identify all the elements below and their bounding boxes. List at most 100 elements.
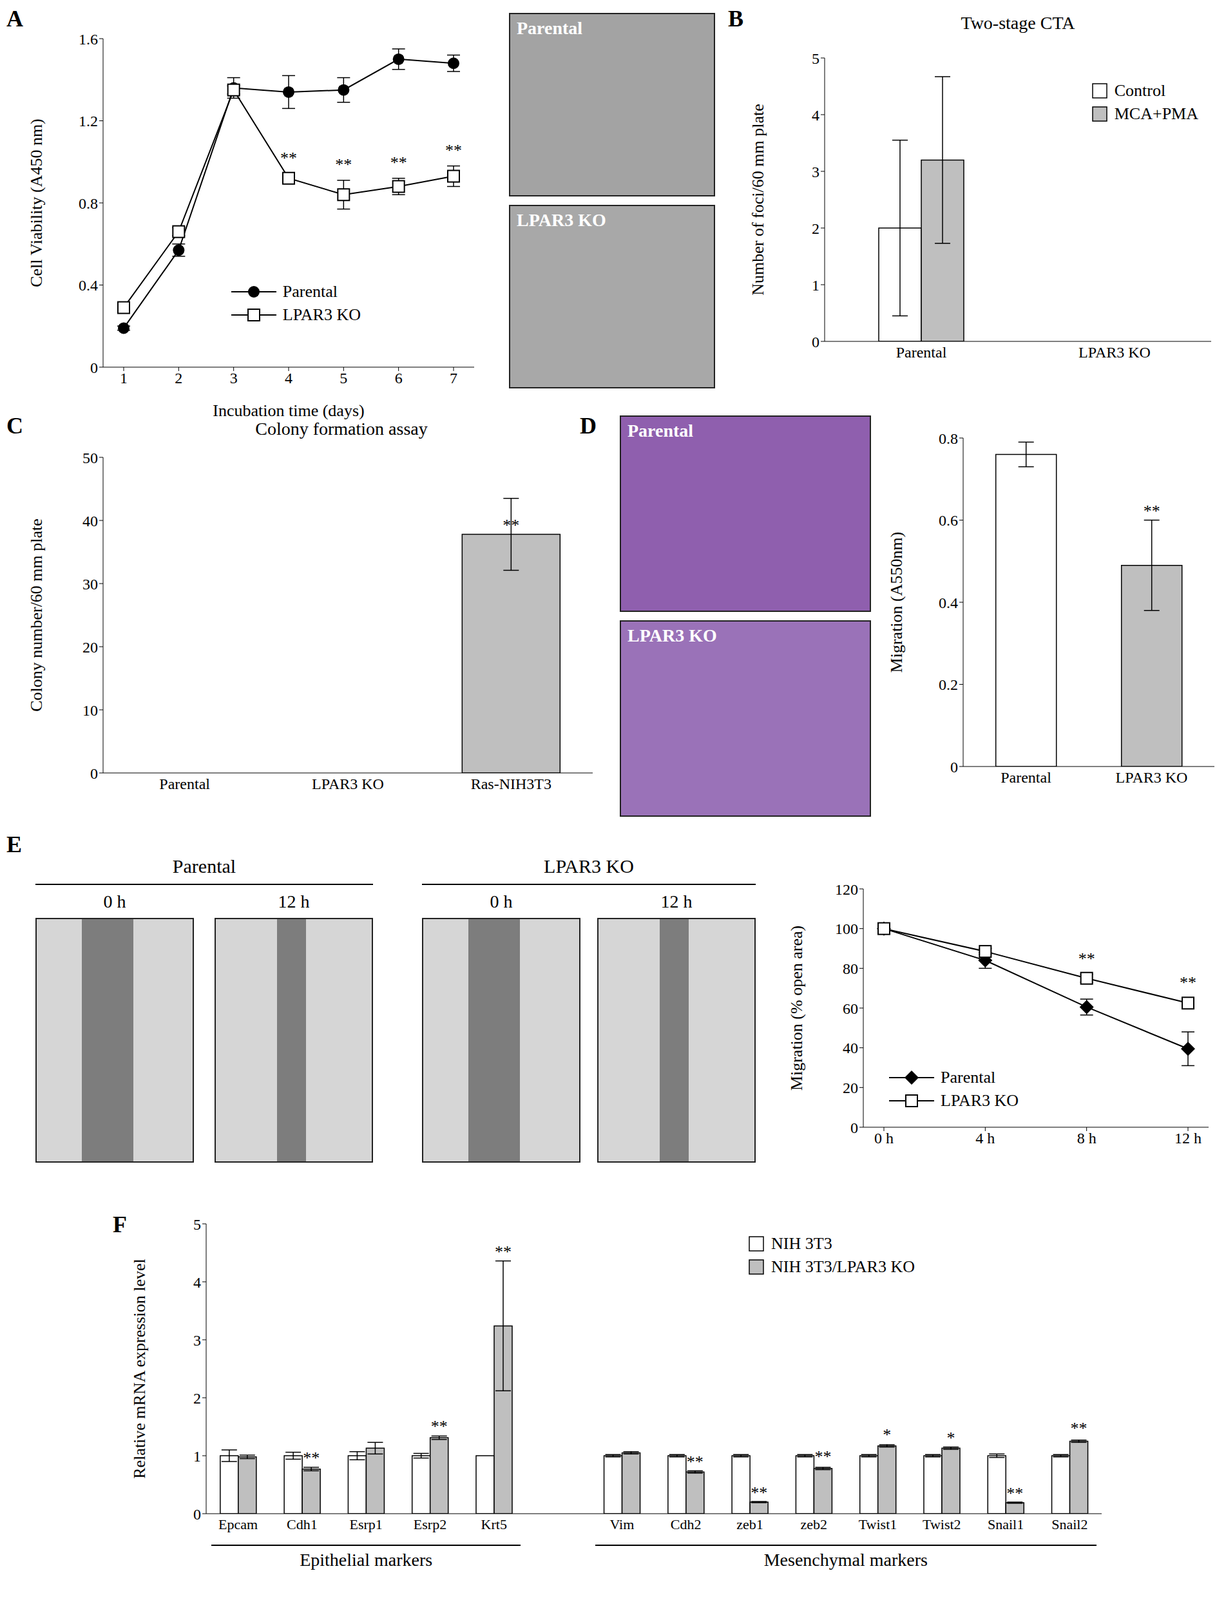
- svg-text:Snail1: Snail1: [987, 1516, 1024, 1533]
- svg-text:5: 5: [193, 1216, 202, 1234]
- svg-text:Twist2: Twist2: [922, 1516, 962, 1533]
- html-text:Colony formation assay: Colony formation assay: [255, 418, 428, 439]
- svg-text:Krt5: Krt5: [481, 1516, 508, 1533]
- svg-text:Ras-NIH3T3: Ras-NIH3T3: [470, 775, 552, 793]
- svg-text:Colony number/60 mm plate: Colony number/60 mm plate: [27, 518, 46, 712]
- svg-text:Relative mRNA expression level: Relative mRNA expression level: [130, 1258, 149, 1480]
- svg-text:0: 0: [90, 359, 98, 377]
- svg-text:**: **: [431, 1417, 448, 1437]
- svg-text:4: 4: [811, 106, 820, 124]
- html-text:Parental: Parental: [627, 420, 694, 441]
- svg-text:zeb1: zeb1: [736, 1516, 764, 1533]
- svg-text:0.6: 0.6: [938, 512, 958, 529]
- svg-text:0: 0: [950, 758, 958, 776]
- svg-text:**: **: [1006, 1484, 1024, 1504]
- svg-text:0.8: 0.8: [78, 195, 98, 212]
- svg-text:zeb2: zeb2: [800, 1516, 828, 1533]
- svg-text:3: 3: [193, 1332, 202, 1350]
- svg-text:LPAR3 KO: LPAR3 KO: [1078, 344, 1151, 361]
- svg-text:0.2: 0.2: [938, 676, 958, 694]
- svg-text:Twist1: Twist1: [858, 1516, 898, 1533]
- svg-text:1.2: 1.2: [78, 112, 98, 130]
- svg-text:0.8: 0.8: [938, 430, 958, 448]
- svg-text:6: 6: [394, 369, 403, 387]
- html-text:Two-stage CTA: Two-stage CTA: [960, 12, 1075, 33]
- svg-text:**: **: [390, 153, 408, 173]
- svg-text:**: **: [1179, 973, 1197, 993]
- svg-text:Vim: Vim: [609, 1516, 634, 1533]
- svg-text:40: 40: [842, 1039, 859, 1057]
- svg-text:Parental: Parental: [896, 344, 948, 361]
- html-text:0 h: 0 h: [103, 891, 126, 912]
- svg-text:0: 0: [193, 1506, 202, 1523]
- svg-text:2: 2: [193, 1390, 202, 1408]
- svg-text:0.4: 0.4: [78, 277, 98, 294]
- svg-text:Esrp1: Esrp1: [349, 1516, 383, 1533]
- svg-text:0.4: 0.4: [938, 594, 958, 612]
- svg-text:Cdh1: Cdh1: [286, 1516, 318, 1533]
- svg-text:Cell Viability (A450 nm): Cell Viability (A450 nm): [27, 118, 46, 288]
- svg-text:4: 4: [284, 369, 293, 387]
- svg-text:0: 0: [850, 1119, 859, 1137]
- svg-text:5: 5: [811, 50, 820, 68]
- svg-text:Snail2: Snail2: [1051, 1516, 1088, 1533]
- svg-text:1: 1: [811, 277, 820, 294]
- svg-text:12 h: 12 h: [1174, 1130, 1202, 1147]
- svg-text:**: **: [445, 141, 462, 160]
- svg-text:Esrp2: Esrp2: [413, 1516, 447, 1533]
- html-text:Parental: Parental: [172, 855, 236, 877]
- html-text:Parental: Parental: [516, 18, 583, 39]
- svg-text:50: 50: [82, 449, 98, 467]
- svg-text:30: 30: [82, 575, 98, 593]
- svg-text:Cdh2: Cdh2: [670, 1516, 702, 1533]
- svg-text:0 h: 0 h: [874, 1130, 894, 1147]
- svg-text:7: 7: [449, 369, 458, 387]
- svg-text:Incubation time (days): Incubation time (days): [212, 401, 364, 421]
- svg-text:**: **: [302, 1448, 320, 1468]
- svg-text:80: 80: [842, 960, 859, 978]
- svg-text:0: 0: [811, 333, 820, 351]
- svg-text:4: 4: [193, 1274, 202, 1292]
- html-text:LPAR3 KO: LPAR3 KO: [543, 855, 634, 877]
- svg-text:**: **: [1078, 949, 1096, 969]
- svg-text:**: **: [502, 516, 520, 535]
- svg-text:Epcam: Epcam: [218, 1516, 258, 1533]
- svg-text:**: **: [1143, 501, 1161, 521]
- svg-text:2: 2: [811, 220, 820, 238]
- svg-text:LPAR3 KO: LPAR3 KO: [1115, 769, 1188, 786]
- svg-text:1: 1: [193, 1448, 202, 1466]
- svg-text:60: 60: [842, 1000, 859, 1018]
- svg-text:LPAR3 KO: LPAR3 KO: [311, 775, 384, 793]
- svg-text:120: 120: [834, 881, 859, 899]
- svg-text:10: 10: [82, 702, 98, 719]
- html-text:12 h: 12 h: [277, 891, 310, 912]
- svg-text:Number of foci/60 mm plate: Number of foci/60 mm plate: [748, 103, 768, 296]
- svg-text:*: *: [946, 1428, 955, 1448]
- svg-text:Migration (% open area): Migration (% open area): [787, 925, 806, 1091]
- svg-text:*: *: [882, 1425, 891, 1445]
- svg-text:100: 100: [834, 920, 859, 938]
- html-text:LPAR3 KO: LPAR3 KO: [627, 625, 717, 646]
- svg-text:3: 3: [811, 163, 820, 181]
- svg-text:0: 0: [90, 765, 98, 783]
- svg-text:20: 20: [842, 1079, 859, 1097]
- svg-text:3: 3: [229, 369, 238, 387]
- svg-text:Parental: Parental: [1000, 769, 1052, 786]
- svg-text:4 h: 4 h: [975, 1130, 995, 1147]
- svg-text:Migration (A550nm): Migration (A550nm): [887, 532, 906, 674]
- svg-text:Parental: Parental: [159, 775, 211, 793]
- svg-text:20: 20: [82, 639, 98, 656]
- svg-text:2: 2: [174, 369, 183, 387]
- svg-text:5: 5: [339, 369, 348, 387]
- svg-text:**: **: [280, 148, 297, 168]
- svg-text:1.6: 1.6: [78, 30, 98, 48]
- svg-text:**: **: [1070, 1419, 1088, 1438]
- svg-text:**: **: [814, 1447, 832, 1467]
- svg-text:**: **: [686, 1452, 704, 1472]
- svg-text:1: 1: [119, 369, 128, 387]
- svg-text:**: **: [335, 155, 352, 174]
- svg-text:**: **: [494, 1242, 512, 1262]
- svg-text:40: 40: [82, 512, 98, 530]
- svg-text:**: **: [750, 1483, 768, 1503]
- svg-text:8 h: 8 h: [1077, 1130, 1097, 1147]
